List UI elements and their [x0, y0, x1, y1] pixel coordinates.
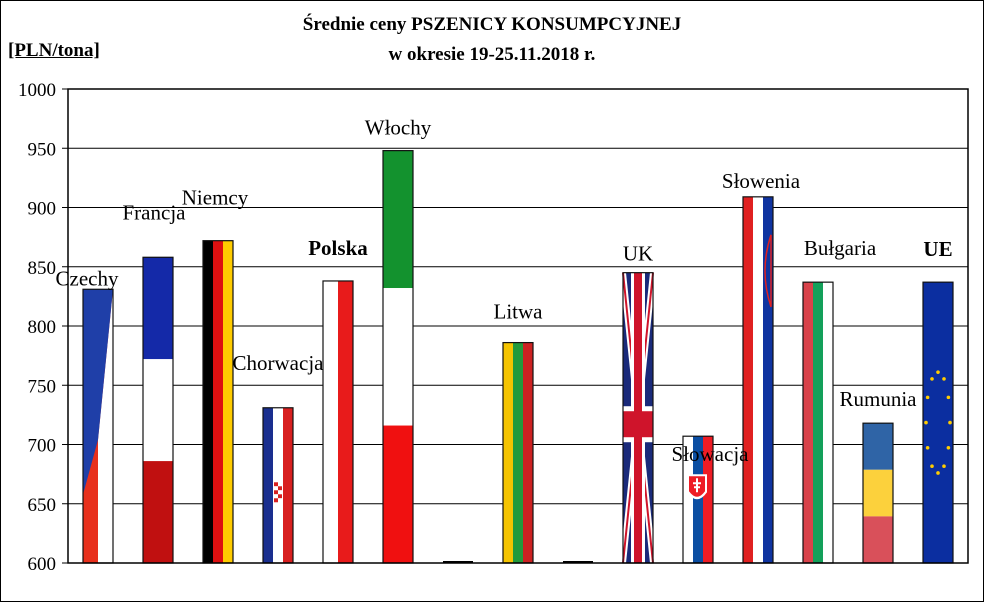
bar-rumunia	[862, 422, 894, 564]
plot-area-border	[67, 88, 969, 564]
category-label: Rumunia	[840, 387, 918, 411]
chart-title: Średnie ceny PSZENICY KONSUMPCYJNEJ	[302, 14, 682, 35]
y-tick-label: 850	[28, 258, 57, 279]
y-tick-label: 600	[28, 554, 57, 575]
bar-chorwacja	[262, 407, 294, 564]
y-tick-label: 950	[28, 139, 57, 160]
category-label: Czechy	[56, 266, 119, 290]
category-label: Polska	[308, 236, 368, 260]
bar-polska	[322, 280, 354, 564]
bar-włochy	[382, 150, 414, 564]
category-label: Włochy	[365, 116, 432, 140]
bar-czechy	[82, 288, 114, 564]
category-label: Francja	[123, 200, 187, 224]
y-tick-label: 750	[28, 376, 57, 397]
category-label: Słowenia	[722, 169, 801, 193]
category-label: UE	[923, 237, 952, 261]
bar-litwa	[502, 341, 534, 564]
y-tick-label: 800	[28, 317, 57, 338]
y-axis-unit-label: [PLN/tona]	[8, 40, 100, 61]
y-tick-label: 700	[28, 436, 57, 457]
category-label: Słowacja	[672, 442, 750, 466]
category-label: Bułgaria	[804, 236, 877, 260]
bar-słowacja	[682, 435, 714, 564]
bar-ue	[922, 281, 954, 564]
bars	[82, 150, 954, 564]
y-tick-label: 900	[28, 199, 57, 220]
bar-słowenia	[742, 196, 774, 564]
category-label: Niemcy	[182, 186, 249, 210]
chart-subtitle: w okresie 19-25.11.2018 r.	[388, 44, 596, 65]
y-tick-labels: 600 650 700 750 800 850 900 950 1000	[18, 80, 56, 575]
category-label: Chorwacja	[233, 351, 325, 375]
bar-uk	[620, 272, 656, 564]
bar-bułgaria	[802, 281, 834, 564]
bar-niemcy	[202, 240, 234, 564]
y-tick-label: 650	[28, 495, 57, 516]
bar-francja	[142, 256, 174, 564]
category-label: UK	[623, 242, 653, 266]
y-tick-label: 1000	[18, 80, 56, 101]
category-label: Litwa	[494, 300, 544, 324]
